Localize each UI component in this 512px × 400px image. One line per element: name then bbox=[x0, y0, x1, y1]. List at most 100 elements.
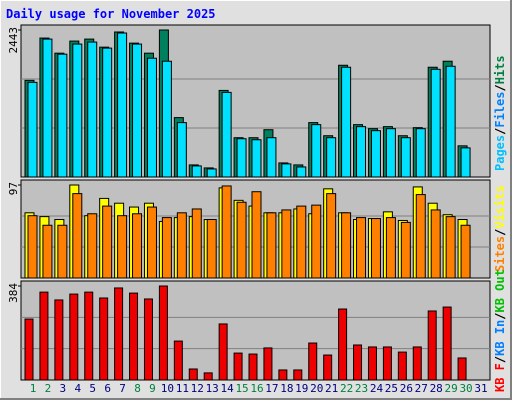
x-tick-label: 18 bbox=[280, 382, 293, 395]
bar bbox=[460, 147, 471, 178]
x-tick-label: 9 bbox=[149, 382, 156, 395]
bar bbox=[326, 137, 337, 178]
x-tick-label: 7 bbox=[119, 382, 126, 395]
bar bbox=[117, 215, 128, 279]
bar bbox=[263, 347, 273, 381]
bar bbox=[206, 219, 217, 279]
max-label: 2443 bbox=[7, 27, 20, 54]
bar bbox=[188, 368, 198, 381]
bar bbox=[27, 81, 38, 178]
bar bbox=[99, 297, 109, 381]
x-tick-label: 8 bbox=[134, 382, 141, 395]
bar bbox=[445, 216, 456, 279]
bar bbox=[233, 352, 243, 381]
bar bbox=[442, 306, 452, 381]
x-tick-label: 23 bbox=[355, 382, 368, 395]
bar bbox=[117, 32, 128, 178]
bar bbox=[385, 128, 396, 178]
legend-entry: Files bbox=[493, 92, 507, 128]
legend-entry: KB In bbox=[493, 320, 507, 356]
bar bbox=[311, 124, 322, 178]
legend-entry: KB Out bbox=[493, 269, 507, 312]
bar bbox=[87, 213, 98, 279]
x-tick-label: 25 bbox=[385, 382, 398, 395]
bar bbox=[251, 139, 262, 178]
bar bbox=[42, 224, 53, 279]
bar bbox=[102, 47, 113, 178]
bar bbox=[266, 137, 277, 178]
bar bbox=[367, 346, 377, 381]
bar bbox=[57, 224, 68, 279]
bar bbox=[445, 65, 456, 178]
bar bbox=[221, 185, 232, 279]
bar bbox=[341, 66, 352, 178]
bar bbox=[356, 126, 367, 178]
bar bbox=[176, 212, 187, 279]
x-tick-label: 24 bbox=[370, 382, 384, 395]
bar bbox=[323, 354, 333, 381]
legend: Sites/Visits bbox=[493, 185, 507, 272]
bar bbox=[218, 323, 228, 381]
bar bbox=[161, 217, 172, 279]
bar bbox=[382, 346, 392, 381]
bar bbox=[415, 128, 426, 178]
x-tick-label: 17 bbox=[265, 382, 278, 395]
bar bbox=[281, 163, 292, 178]
bar bbox=[39, 291, 49, 381]
bar bbox=[430, 68, 441, 178]
max-label: 97 bbox=[7, 182, 20, 195]
bar bbox=[427, 310, 437, 381]
bar bbox=[173, 340, 183, 381]
x-tick-label: 5 bbox=[89, 382, 96, 395]
bar bbox=[251, 191, 262, 279]
bar bbox=[191, 208, 202, 279]
bar bbox=[146, 57, 157, 178]
bar bbox=[385, 217, 396, 279]
x-tick-label: 6 bbox=[104, 382, 111, 395]
legend-entry: Pages bbox=[493, 135, 507, 171]
bar bbox=[281, 209, 292, 279]
x-tick-label: 20 bbox=[310, 382, 323, 395]
x-tick-label: 27 bbox=[415, 382, 428, 395]
bar bbox=[415, 194, 426, 279]
bar bbox=[400, 137, 411, 178]
x-tick-label: 3 bbox=[60, 382, 67, 395]
x-tick-label: 2 bbox=[45, 382, 52, 395]
bar bbox=[341, 212, 352, 279]
legend-separator: / bbox=[493, 229, 507, 236]
bar bbox=[353, 344, 363, 381]
bar bbox=[338, 308, 348, 381]
bar bbox=[129, 292, 139, 381]
x-tick-label: 30 bbox=[459, 382, 472, 395]
bar bbox=[87, 41, 98, 178]
bar bbox=[27, 215, 38, 279]
bar bbox=[54, 299, 64, 381]
x-tick-label: 4 bbox=[74, 382, 81, 395]
bar bbox=[296, 166, 307, 178]
bar bbox=[311, 204, 322, 279]
bar bbox=[132, 43, 143, 178]
bar bbox=[132, 213, 143, 279]
x-tick-label: 31 bbox=[474, 382, 487, 395]
legend: KB F/KB In/KB Out bbox=[493, 269, 507, 392]
bar bbox=[236, 201, 247, 279]
bar bbox=[84, 291, 94, 381]
bar bbox=[356, 217, 367, 279]
bar bbox=[326, 193, 337, 279]
bar bbox=[370, 130, 381, 178]
legend-separator: / bbox=[493, 84, 507, 91]
bar bbox=[278, 369, 288, 381]
x-tick-label: 1 bbox=[30, 382, 37, 395]
x-tick-label: 13 bbox=[206, 382, 219, 395]
bar bbox=[430, 209, 441, 279]
x-tick-label: 28 bbox=[430, 382, 443, 395]
bar bbox=[400, 221, 411, 279]
bar bbox=[146, 206, 157, 279]
bar bbox=[24, 318, 34, 381]
bar bbox=[69, 293, 79, 381]
bar bbox=[266, 212, 277, 279]
bar bbox=[457, 357, 467, 381]
bar bbox=[293, 369, 303, 381]
x-tick-label: 21 bbox=[325, 382, 338, 395]
